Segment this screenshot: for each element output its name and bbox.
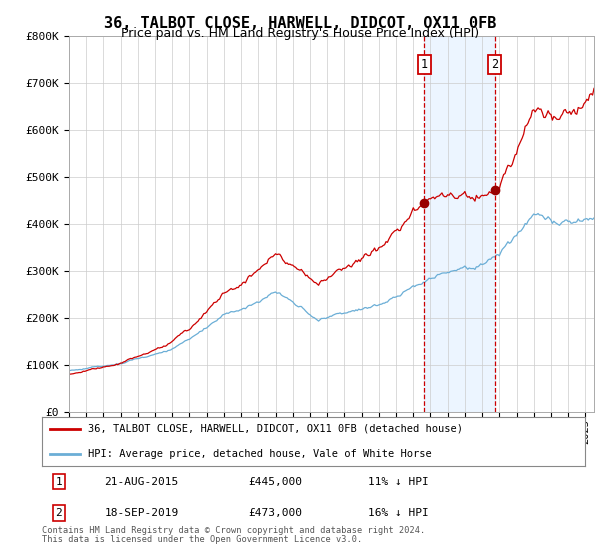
Text: HPI: Average price, detached house, Vale of White Horse: HPI: Average price, detached house, Vale…	[88, 449, 432, 459]
Text: 21-AUG-2015: 21-AUG-2015	[104, 477, 179, 487]
Text: Price paid vs. HM Land Registry's House Price Index (HPI): Price paid vs. HM Land Registry's House …	[121, 27, 479, 40]
Text: Contains HM Land Registry data © Crown copyright and database right 2024.: Contains HM Land Registry data © Crown c…	[42, 526, 425, 535]
Text: 36, TALBOT CLOSE, HARWELL, DIDCOT, OX11 0FB (detached house): 36, TALBOT CLOSE, HARWELL, DIDCOT, OX11 …	[88, 424, 463, 434]
Text: 36, TALBOT CLOSE, HARWELL, DIDCOT, OX11 0FB: 36, TALBOT CLOSE, HARWELL, DIDCOT, OX11 …	[104, 16, 496, 31]
Text: 2: 2	[56, 508, 62, 518]
Text: 16% ↓ HPI: 16% ↓ HPI	[368, 508, 428, 518]
Text: 2: 2	[491, 58, 498, 71]
Text: £473,000: £473,000	[248, 508, 302, 518]
Text: 1: 1	[56, 477, 62, 487]
Text: 11% ↓ HPI: 11% ↓ HPI	[368, 477, 428, 487]
Text: 1: 1	[421, 58, 428, 71]
Bar	[424, 36, 494, 412]
Text: This data is licensed under the Open Government Licence v3.0.: This data is licensed under the Open Gov…	[42, 535, 362, 544]
Text: £445,000: £445,000	[248, 477, 302, 487]
Text: 18-SEP-2019: 18-SEP-2019	[104, 508, 179, 518]
